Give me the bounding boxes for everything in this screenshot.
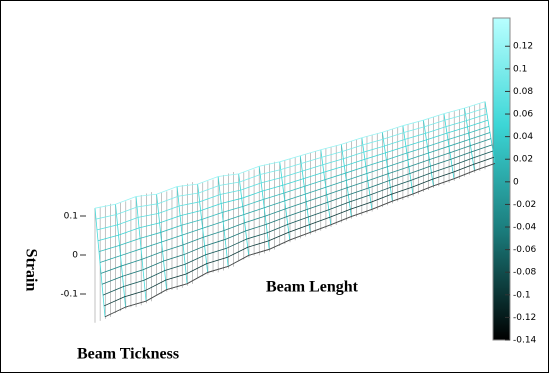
colorbar-tick-label: 0.12 — [513, 42, 533, 52]
z-tick-label: 0 — [72, 251, 78, 261]
mesh-line — [98, 125, 490, 253]
colorbar-tick-label: -0.14 — [513, 336, 537, 346]
colorbar-tick-label: 0.06 — [513, 110, 533, 120]
mesh-line — [103, 156, 495, 307]
colorbar-tick-label: 0.1 — [513, 64, 527, 74]
mesh-line — [101, 144, 493, 285]
z-tick-label: 0.1 — [64, 212, 78, 222]
colorbar-tick-label: 0 — [513, 177, 519, 187]
mesh-line — [94, 101, 486, 209]
mesh-line — [100, 138, 492, 274]
colorbar-tick-label: 0.02 — [513, 155, 533, 165]
z-axis-label: Strain — [22, 249, 39, 292]
colorbar-tick-label: -0.12 — [513, 313, 536, 323]
colorbar-tick-label: 0.08 — [513, 87, 533, 97]
bottom-edge — [104, 163, 496, 318]
y-axis-label: Beam Tickness — [77, 346, 179, 363]
x-axis-label: Beam Lenght — [266, 279, 359, 296]
mesh-line — [97, 119, 489, 242]
mesh-line — [96, 113, 488, 231]
colorbar-tick-label: 0.04 — [513, 132, 533, 142]
mesh-line — [102, 150, 494, 296]
colorbar-tick-label: -0.06 — [513, 245, 537, 255]
colorbar — [492, 17, 511, 341]
colorbar-tick-label: -0.04 — [513, 223, 537, 233]
z-tick-label: -0.1 — [60, 290, 78, 300]
colorbar-tick-label: -0.08 — [513, 268, 537, 278]
mesh-line — [99, 132, 491, 263]
colorbar-tick-label: -0.1 — [513, 290, 531, 300]
surface — [94, 101, 496, 323]
mesh-line — [95, 107, 487, 220]
colorbar-tick-label: -0.02 — [513, 200, 536, 210]
